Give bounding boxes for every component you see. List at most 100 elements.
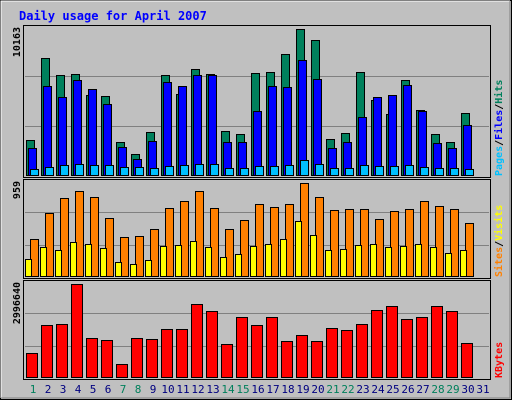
bar-visits-day-8 <box>130 264 137 277</box>
bar-visits-day-6 <box>100 248 107 277</box>
bar-kbytes-day-12 <box>191 304 203 378</box>
x-label-day-25: 25 <box>386 383 399 396</box>
bar-visits-day-16 <box>250 246 257 277</box>
x-label-day-22: 22 <box>341 383 354 396</box>
bar-sites-day-23 <box>360 209 369 277</box>
bar-pages-day-24 <box>375 166 384 176</box>
bar-visits-day-1 <box>25 259 32 277</box>
bar-kbytes-day-5 <box>86 338 98 378</box>
bar-visits-day-30 <box>460 250 467 277</box>
bars <box>25 29 474 378</box>
bar-sites-day-21 <box>330 210 339 277</box>
bar-sites-day-10 <box>165 208 174 277</box>
bar-visits-day-22 <box>340 249 347 277</box>
bar-kbytes-day-27 <box>416 317 428 378</box>
bar-kbytes-day-14 <box>221 344 233 378</box>
bar-visits-day-11 <box>175 245 182 277</box>
bar-visits-day-19 <box>295 221 302 277</box>
x-label-day-30: 30 <box>461 383 474 396</box>
bar-sites-day-28 <box>435 206 444 277</box>
x-label-day-27: 27 <box>416 383 429 396</box>
ymax-label-panel-2: 959 <box>12 181 23 199</box>
bar-kbytes-day-23 <box>356 324 368 378</box>
bar-pages-day-21 <box>330 168 339 176</box>
bar-sites-day-3 <box>60 198 69 277</box>
bar-files-day-12 <box>193 75 202 176</box>
legend-kbytes: KBytes <box>494 342 505 378</box>
bar-sites-day-7 <box>120 237 129 277</box>
bar-files-day-30 <box>463 125 472 176</box>
bar-sites-day-12 <box>195 191 204 277</box>
bar-kbytes-day-2 <box>41 325 53 378</box>
frame-bevel-dark <box>1 1 511 399</box>
bar-kbytes-day-8 <box>131 338 143 378</box>
x-label-day-31: 31 <box>476 383 489 396</box>
x-label-day-5: 5 <box>90 383 97 396</box>
bar-kbytes-day-25 <box>386 306 398 378</box>
bar-pages-day-27 <box>420 167 429 176</box>
bar-kbytes-day-11 <box>176 329 188 378</box>
legend-pages: Pages <box>494 146 505 176</box>
bar-files-day-13 <box>208 75 217 176</box>
bar-sites-day-8 <box>135 236 144 277</box>
bar-sites-day-11 <box>180 201 189 277</box>
frame-bevel-light <box>0 0 510 398</box>
bar-sites-day-22 <box>345 209 354 277</box>
bar-files-day-18 <box>283 87 292 176</box>
bar-sites-day-9 <box>150 229 159 277</box>
bar-pages-day-12 <box>195 164 204 176</box>
bar-pages-day-14 <box>225 168 234 176</box>
bar-kbytes-day-9 <box>146 339 158 378</box>
bar-kbytes-day-30 <box>461 343 473 378</box>
bar-visits-day-17 <box>265 244 272 277</box>
bar-files-day-27 <box>418 111 427 176</box>
legend-sep-2: / <box>494 104 505 110</box>
bar-visits-day-23 <box>355 245 362 277</box>
bar-sites-day-16 <box>255 204 264 277</box>
bar-sites-day-6 <box>105 218 114 277</box>
bar-pages-day-8 <box>135 167 144 176</box>
ymax-label-panel-3: 2996640 <box>12 282 23 324</box>
bar-pages-day-11 <box>180 165 189 176</box>
bar-pages-day-4 <box>75 164 84 176</box>
bar-kbytes-day-24 <box>371 310 383 378</box>
legend-visits: Visits <box>493 205 505 241</box>
bar-pages-day-22 <box>345 168 354 176</box>
bar-kbytes-day-13 <box>206 311 218 378</box>
bar-sites-day-13 <box>210 208 219 277</box>
x-label-day-1: 1 <box>30 383 37 396</box>
bar-sites-day-26 <box>405 209 414 277</box>
bar-files-day-16 <box>253 111 262 176</box>
bar-visits-day-18 <box>280 239 287 277</box>
bar-visits-day-26 <box>400 246 407 277</box>
bar-visits-day-3 <box>55 250 62 277</box>
bar-pages-day-15 <box>240 168 249 176</box>
x-label-day-13: 13 <box>206 383 219 396</box>
bar-pages-day-2 <box>45 167 54 176</box>
bar-files-day-3 <box>58 97 67 176</box>
x-label-day-10: 10 <box>161 383 174 396</box>
bar-kbytes-day-28 <box>431 306 443 378</box>
bar-visits-day-2 <box>40 247 47 277</box>
bar-visits-day-29 <box>445 253 452 277</box>
x-label-day-16: 16 <box>251 383 264 396</box>
bar-visits-day-24 <box>370 244 377 277</box>
x-label-day-8: 8 <box>135 383 142 396</box>
x-label-day-18: 18 <box>281 383 294 396</box>
bar-pages-day-29 <box>450 168 459 176</box>
legend-panel-2: Sites/Visits <box>493 205 505 277</box>
ymax-label-panel-1: 10163 <box>12 27 23 57</box>
bar-files-day-26 <box>403 85 412 176</box>
bar-pages-day-13 <box>210 164 219 176</box>
bar-visits-day-5 <box>85 244 92 277</box>
bar-sites-day-17 <box>270 207 279 277</box>
bar-visits-day-10 <box>160 246 167 277</box>
bar-visits-day-4 <box>70 242 77 277</box>
bar-sites-day-1 <box>30 239 39 277</box>
bar-pages-day-1 <box>30 169 39 176</box>
x-label-day-4: 4 <box>75 383 82 396</box>
bar-visits-day-28 <box>430 247 437 277</box>
bar-visits-day-12 <box>190 241 197 277</box>
bar-pages-day-9 <box>150 168 159 176</box>
